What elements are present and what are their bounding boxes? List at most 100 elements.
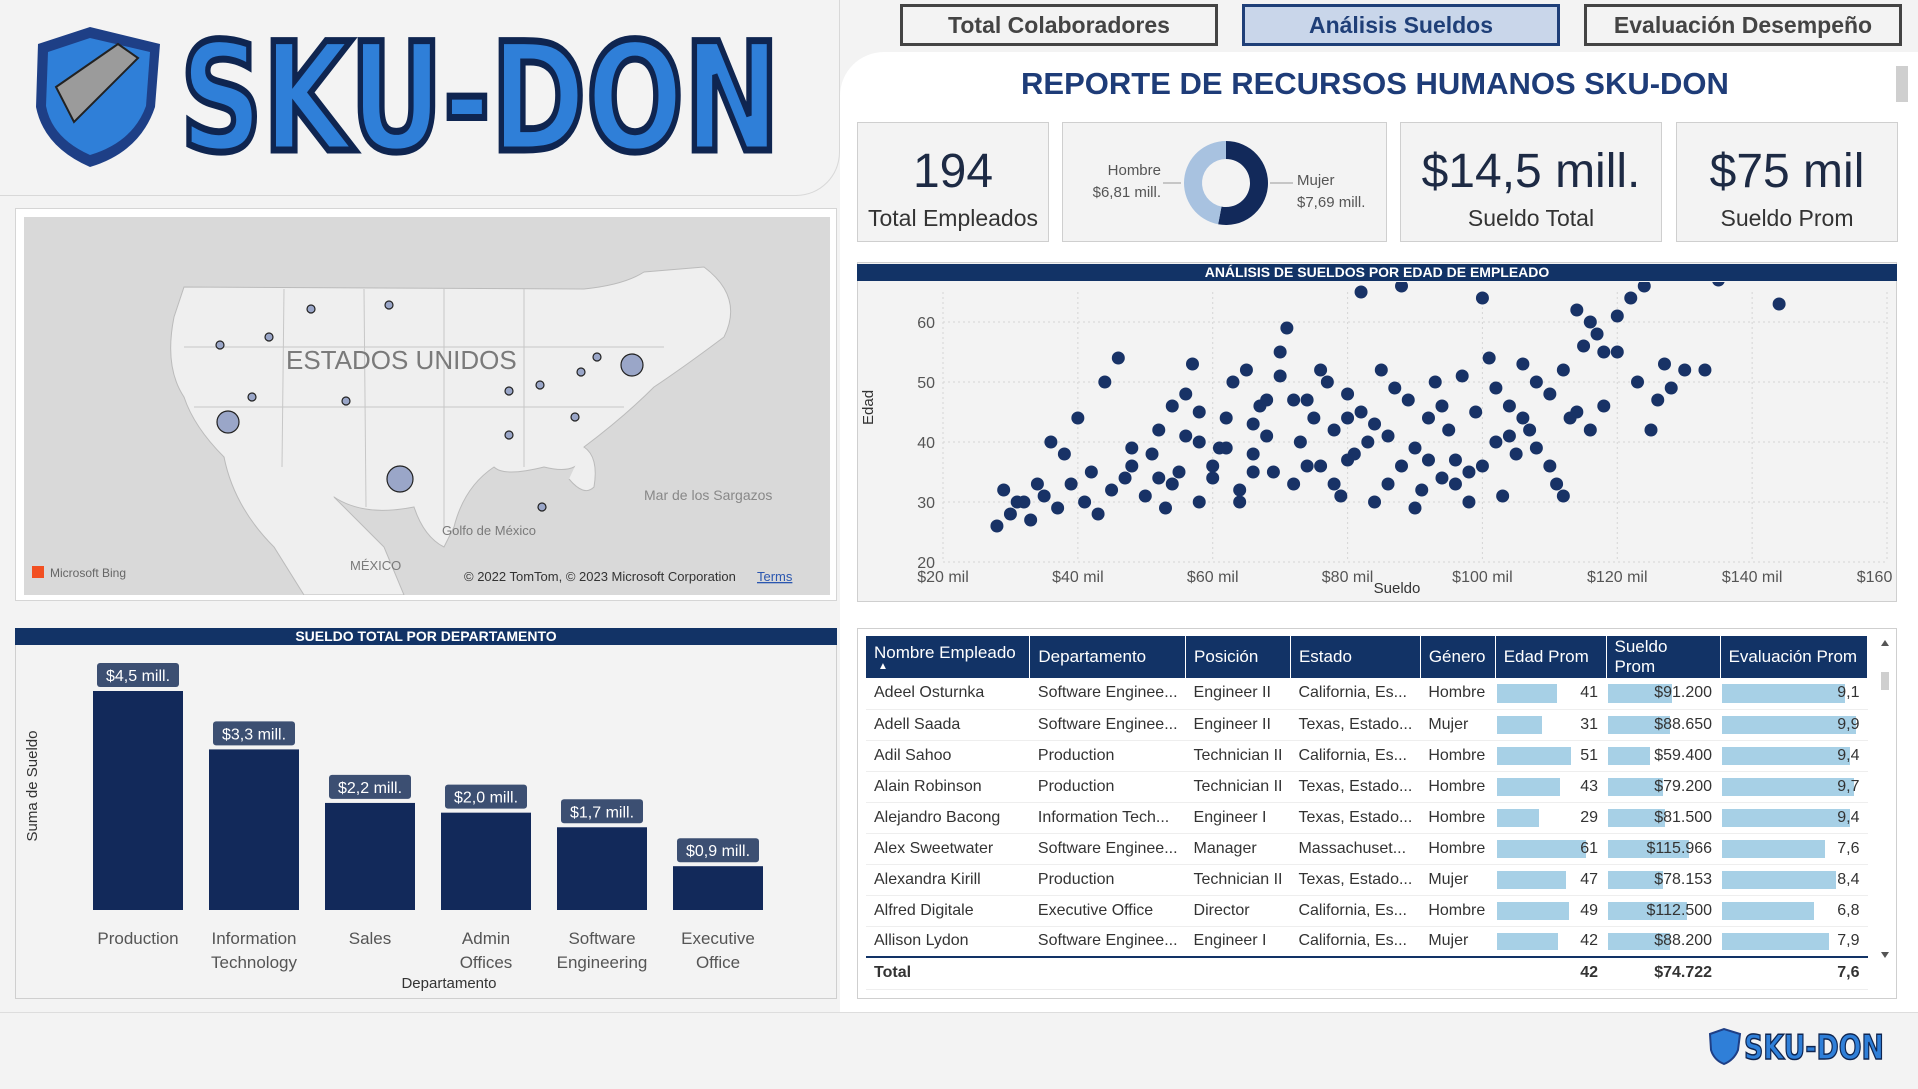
scatter-point[interactable] [1374,363,1388,377]
scatter-point[interactable] [1287,393,1301,407]
table-row[interactable]: Allison Lydon Software Enginee... Engineer… [866,926,1868,958]
scatter-point[interactable] [1071,411,1085,425]
scatter-point[interactable] [1111,351,1125,365]
donut-slice-female[interactable] [1218,141,1268,225]
scatter-point[interactable] [1084,465,1098,479]
scatter-point[interactable] [1435,399,1449,413]
tab-total-colaboradores[interactable]: Total Colaboradores [900,4,1218,46]
scatter-point[interactable] [1233,483,1247,497]
scatter-point[interactable] [1138,489,1152,503]
scatter-point[interactable] [1327,477,1341,491]
scatter-point[interactable] [1354,405,1368,419]
scatter-point[interactable] [1462,465,1476,479]
scatter-point[interactable] [1192,495,1206,509]
scatter-point[interactable] [1192,405,1206,419]
table-row[interactable]: Alfred Digitale Executive Office Director C… [866,895,1868,927]
scatter-point[interactable] [1482,351,1496,365]
table-scrollbar[interactable] [1878,636,1892,966]
scatter-point[interactable] [1415,483,1429,497]
scatter-point[interactable] [1523,423,1537,437]
scatter-point[interactable] [1273,345,1287,359]
table-row[interactable]: Adell Saada Software Enginee... Engineer I… [866,709,1868,741]
scatter-point[interactable] [1543,459,1557,473]
scatter-chart[interactable]: 20 30 40 50 60 $20 mil $40 mil $60 mil $80 mil $1… [857,282,1897,600]
scatter-point[interactable] [1152,423,1166,437]
scatter-point[interactable] [1489,381,1503,395]
scatter-point[interactable] [1239,363,1253,377]
scatter-point[interactable] [1448,453,1462,467]
scatter-point[interactable] [1475,459,1489,473]
dept-bar[interactable] [557,827,647,910]
scatter-point[interactable] [1287,477,1301,491]
scatter-point[interactable] [1361,435,1375,449]
scatter-point[interactable] [1577,339,1591,353]
scatter-point[interactable] [1550,477,1564,491]
scatter-point[interactable] [1502,429,1516,443]
scatter-point[interactable] [1631,375,1645,389]
us-map[interactable]: ESTADOS UNIDOS Golfo de México MÉXICO Ma… [24,217,830,595]
scatter-point[interactable] [1266,465,1280,479]
scatter-point[interactable] [1516,411,1530,425]
scatter-point[interactable] [1159,501,1173,515]
scatter-point[interactable] [1381,429,1395,443]
scatter-point[interactable] [1678,363,1692,377]
scatter-point[interactable] [1421,453,1435,467]
scatter-point[interactable] [1341,453,1355,467]
scatter-point[interactable] [1314,459,1328,473]
scatter-point[interactable] [1044,435,1058,449]
table-row[interactable]: Adil Sahoo Production Technician II Califor… [866,740,1868,772]
scatter-point[interactable] [1388,381,1402,395]
scatter-point[interactable] [1233,495,1247,509]
col-sueldo[interactable]: Sueldo Prom [1606,636,1721,678]
dept-bar-chart[interactable]: $4,5 mill. Production $3,3 mill. Informatio… [15,646,837,998]
col-edad[interactable]: Edad Prom [1495,636,1607,678]
scatter-point[interactable] [1624,291,1638,305]
scatter-point[interactable] [1226,375,1240,389]
scatter-point[interactable] [1165,477,1179,491]
scatter-point[interactable] [1556,363,1570,377]
scatter-point[interactable] [1051,501,1065,515]
scatter-point[interactable] [1395,282,1409,293]
scatter-point[interactable] [1455,369,1469,383]
scatter-point[interactable] [1664,381,1678,395]
col-genero[interactable]: Género [1420,636,1496,678]
scatter-point[interactable] [1381,477,1395,491]
scatter-point[interactable] [1496,489,1510,503]
col-evaluacion[interactable]: Evaluación Prom [1720,636,1869,678]
scatter-point[interactable] [1152,471,1166,485]
scatter-point[interactable] [1145,447,1159,461]
scatter-point[interactable] [1354,285,1368,299]
scatter-point[interactable] [1698,363,1712,377]
table-row[interactable]: Alexandra Kirill Production Technician II T… [866,864,1868,896]
col-nombre[interactable]: Nombre Empleado ▲ [866,636,1031,678]
scatter-point[interactable] [1017,495,1031,509]
scatter-point[interactable] [1273,369,1287,383]
scatter-point[interactable] [997,483,1011,497]
scatter-point[interactable] [1657,357,1671,371]
scatter-point[interactable] [1030,477,1044,491]
dept-bar[interactable] [209,749,299,910]
scatter-point[interactable] [1428,375,1442,389]
scatter-point[interactable] [1509,447,1523,461]
scatter-point[interactable] [1556,489,1570,503]
tab-evaluacion-desempeno[interactable]: Evaluación Desempeño [1584,4,1902,46]
scatter-point[interactable] [1529,375,1543,389]
dept-bar[interactable] [441,812,531,910]
scatter-point[interactable] [1448,477,1462,491]
scatter-point[interactable] [1610,309,1624,323]
scatter-point[interactable] [990,519,1004,533]
scatter-point[interactable] [1597,399,1611,413]
scatter-point[interactable] [1610,345,1624,359]
scatter-point[interactable] [1293,435,1307,449]
scatter-point[interactable] [1091,507,1105,521]
scatter-point[interactable] [1421,411,1435,425]
scatter-point[interactable] [1185,357,1199,371]
scatter-point[interactable] [1368,495,1382,509]
scatter-point[interactable] [1583,423,1597,437]
scatter-point[interactable] [1314,363,1328,377]
scatter-point[interactable] [1469,405,1483,419]
scatter-point[interactable] [1003,507,1017,521]
scatter-point[interactable] [1590,327,1604,341]
scatter-point[interactable] [1395,459,1409,473]
col-departamento[interactable]: Departamento [1029,636,1187,678]
